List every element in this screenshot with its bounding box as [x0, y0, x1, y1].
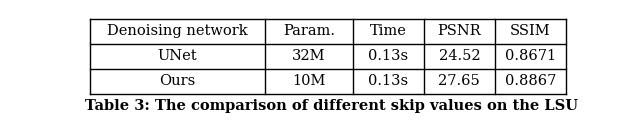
Text: Param.: Param.	[283, 24, 335, 38]
Text: 24.52: 24.52	[438, 49, 480, 63]
Text: UNet: UNet	[157, 49, 197, 63]
Text: PSNR: PSNR	[438, 24, 481, 38]
Text: 27.65: 27.65	[438, 74, 480, 88]
Text: 0.8671: 0.8671	[505, 49, 556, 63]
Text: 10M: 10M	[292, 74, 326, 88]
Text: Table 3: The comparison of different skip values on the LSU: Table 3: The comparison of different ski…	[85, 99, 578, 113]
Text: 0.8867: 0.8867	[505, 74, 556, 88]
Text: Ours: Ours	[159, 74, 196, 88]
Text: 32M: 32M	[292, 49, 326, 63]
Text: SSIM: SSIM	[510, 24, 551, 38]
Text: 0.13s: 0.13s	[368, 49, 408, 63]
Text: Time: Time	[370, 24, 406, 38]
Text: Denoising network: Denoising network	[107, 24, 248, 38]
Text: 0.13s: 0.13s	[368, 74, 408, 88]
